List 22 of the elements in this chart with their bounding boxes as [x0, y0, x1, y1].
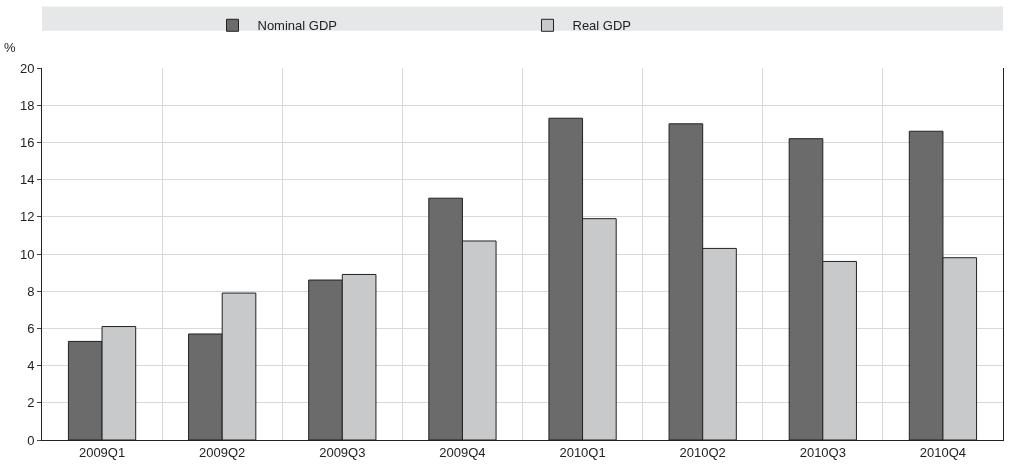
x-tick-label: 2009Q1: [78, 444, 126, 460]
y-tick-label: 18: [19, 97, 35, 113]
x-tick-label: 2010Q1: [559, 444, 606, 460]
y-tick-label: 10: [19, 246, 35, 262]
y-tick-label: 6: [27, 320, 35, 336]
x-tick-label: 2009Q2: [199, 444, 246, 460]
legend-label: Real GDP: [572, 18, 632, 34]
x-tick-label: 2009Q3: [319, 444, 366, 460]
y-tick-label: 8: [27, 283, 35, 299]
x-tick-label: 2010Q4: [919, 444, 967, 460]
y-tick-label: 12: [19, 209, 35, 225]
y-tick-label: 20: [19, 60, 35, 76]
y-tick-label: 16: [19, 134, 35, 150]
x-tick-label: 2010Q2: [679, 444, 726, 460]
legend-label: Nominal GDP: [257, 18, 337, 34]
x-tick-label: 2010Q3: [799, 444, 846, 460]
y-tick-label: 4: [27, 358, 35, 374]
y-tick-label: 14: [19, 172, 35, 188]
y-tick-label: 2: [27, 395, 35, 411]
y-axis-title: %: [4, 40, 16, 55]
y-tick-label: 0: [27, 432, 35, 448]
x-tick-label: 2009Q4: [439, 444, 486, 460]
